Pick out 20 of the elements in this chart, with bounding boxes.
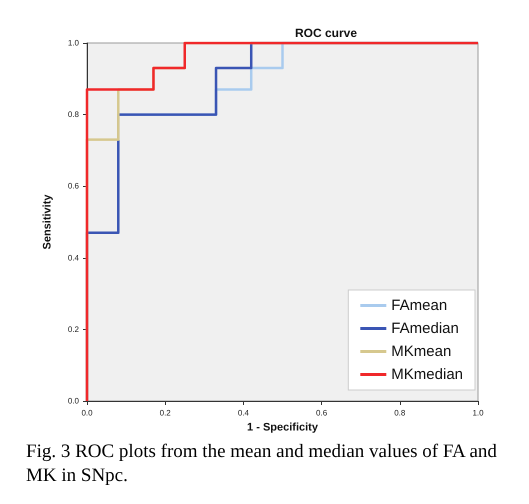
x-tick-label: 0.4 xyxy=(238,408,250,418)
x-tick-label: 0.0 xyxy=(81,408,94,418)
chart-title: ROC curve xyxy=(295,26,358,40)
y-tick-label: 0.8 xyxy=(68,110,80,120)
y-tick-label: 0.0 xyxy=(68,396,80,406)
legend-label: FAmedian xyxy=(391,320,459,337)
caption: Fig. 3 ROC plots from the mean and median values of FA and MK in SNpc. xyxy=(26,440,498,488)
y-axis-title: Sensitivity xyxy=(42,194,54,250)
x-axis-title: 1 - Specificity xyxy=(247,421,319,434)
y-tick-label: 1.0 xyxy=(68,38,80,48)
y-tick-label: 0.2 xyxy=(68,324,80,334)
legend-label: MKmean xyxy=(391,343,452,360)
legend-label: FAmean xyxy=(391,297,448,314)
x-tick-label: 1.0 xyxy=(472,408,484,418)
y-tick-label: 0.4 xyxy=(68,253,80,262)
legend-label: MKmedian xyxy=(391,366,464,383)
x-tick-label: 0.2 xyxy=(160,408,172,418)
x-tick-label: 0.6 xyxy=(316,408,328,418)
y-tick-label: 0.6 xyxy=(68,182,80,191)
x-tick-label: 0.8 xyxy=(394,408,406,418)
